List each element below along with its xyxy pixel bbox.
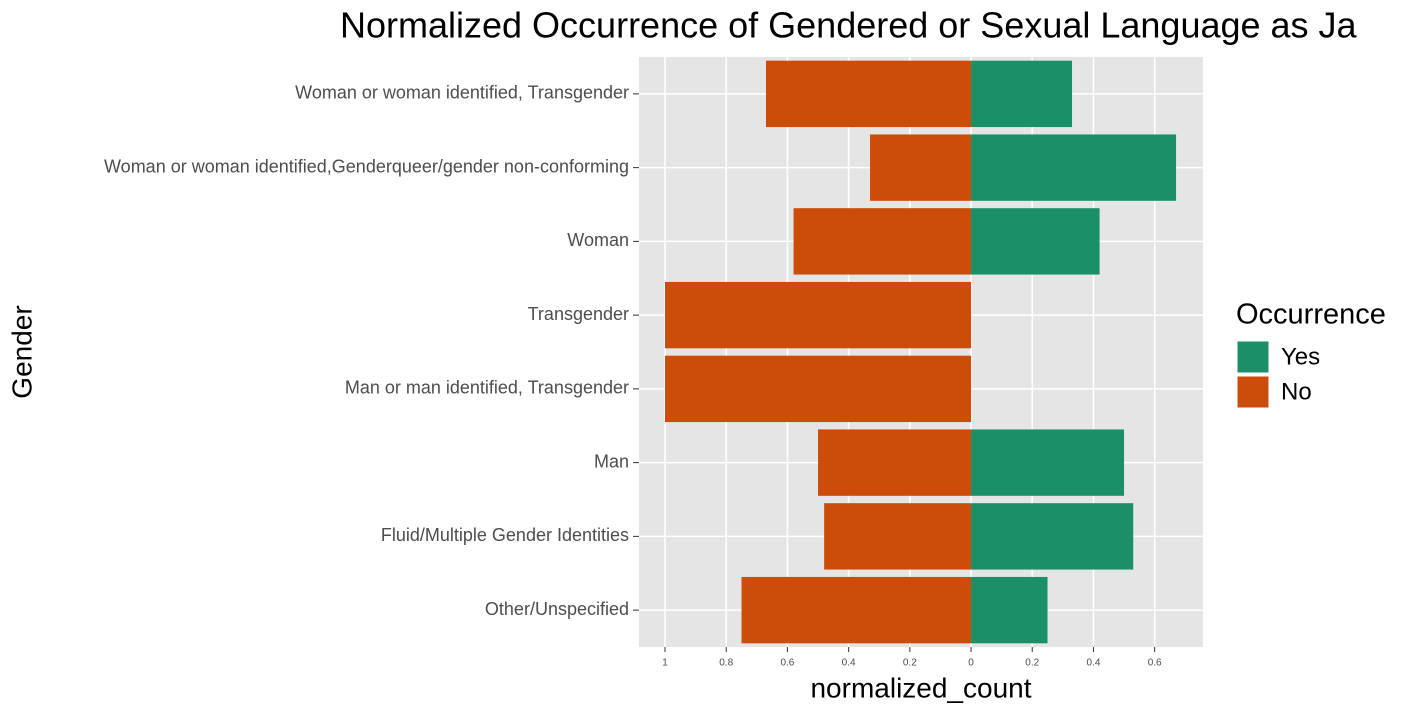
y-tick-label: Man or man identified, Transgender [345, 378, 629, 398]
bar [971, 576, 1048, 644]
x-axis-label: normalized_count [810, 672, 1031, 703]
x-tick-label: 0.8 [719, 658, 733, 669]
bar [824, 503, 972, 570]
legend-title: Occurrence [1236, 299, 1386, 331]
x-tick-label: 0.4 [842, 658, 856, 669]
y-tick-label: Man [594, 451, 629, 471]
bar [971, 60, 1073, 128]
bar [971, 208, 1100, 275]
x-tick-label: 0.6 [780, 658, 794, 669]
y-tick-label: Woman or woman identified,Genderqueer/ge… [104, 156, 629, 176]
legend-swatch [1236, 375, 1270, 409]
bar [665, 355, 972, 423]
bar [971, 134, 1177, 201]
bar [793, 208, 972, 275]
y-tick-label: Transgender [528, 304, 629, 324]
x-tick-label: 0.2 [903, 658, 917, 669]
y-tick-label: Woman or woman identified, Transgender [295, 83, 629, 103]
legend-label: Yes [1281, 343, 1320, 370]
chart-title: Normalized Occurrence of Gendered or Sex… [340, 5, 1358, 46]
x-tick-label: 0 [968, 658, 974, 669]
bar [665, 281, 972, 349]
x-tick-label: 0.4 [1086, 658, 1100, 669]
bar [971, 503, 1134, 570]
bar [870, 134, 972, 201]
x-tick-label: 1 [662, 658, 668, 669]
bar [741, 576, 972, 644]
x-tick-label: 0.2 [1025, 658, 1039, 669]
bar [971, 429, 1125, 496]
x-tick-label: 0.6 [1148, 658, 1162, 669]
y-tick-label: Other/Unspecified [485, 599, 629, 619]
legend-swatch [1236, 340, 1270, 374]
y-tick-label: Woman [567, 230, 629, 250]
y-tick-label: Fluid/Multiple Gender Identities [381, 525, 629, 545]
bar [818, 429, 972, 496]
legend-label: No [1281, 378, 1312, 405]
y-axis-label: Gender [6, 305, 37, 398]
bar [765, 60, 972, 128]
